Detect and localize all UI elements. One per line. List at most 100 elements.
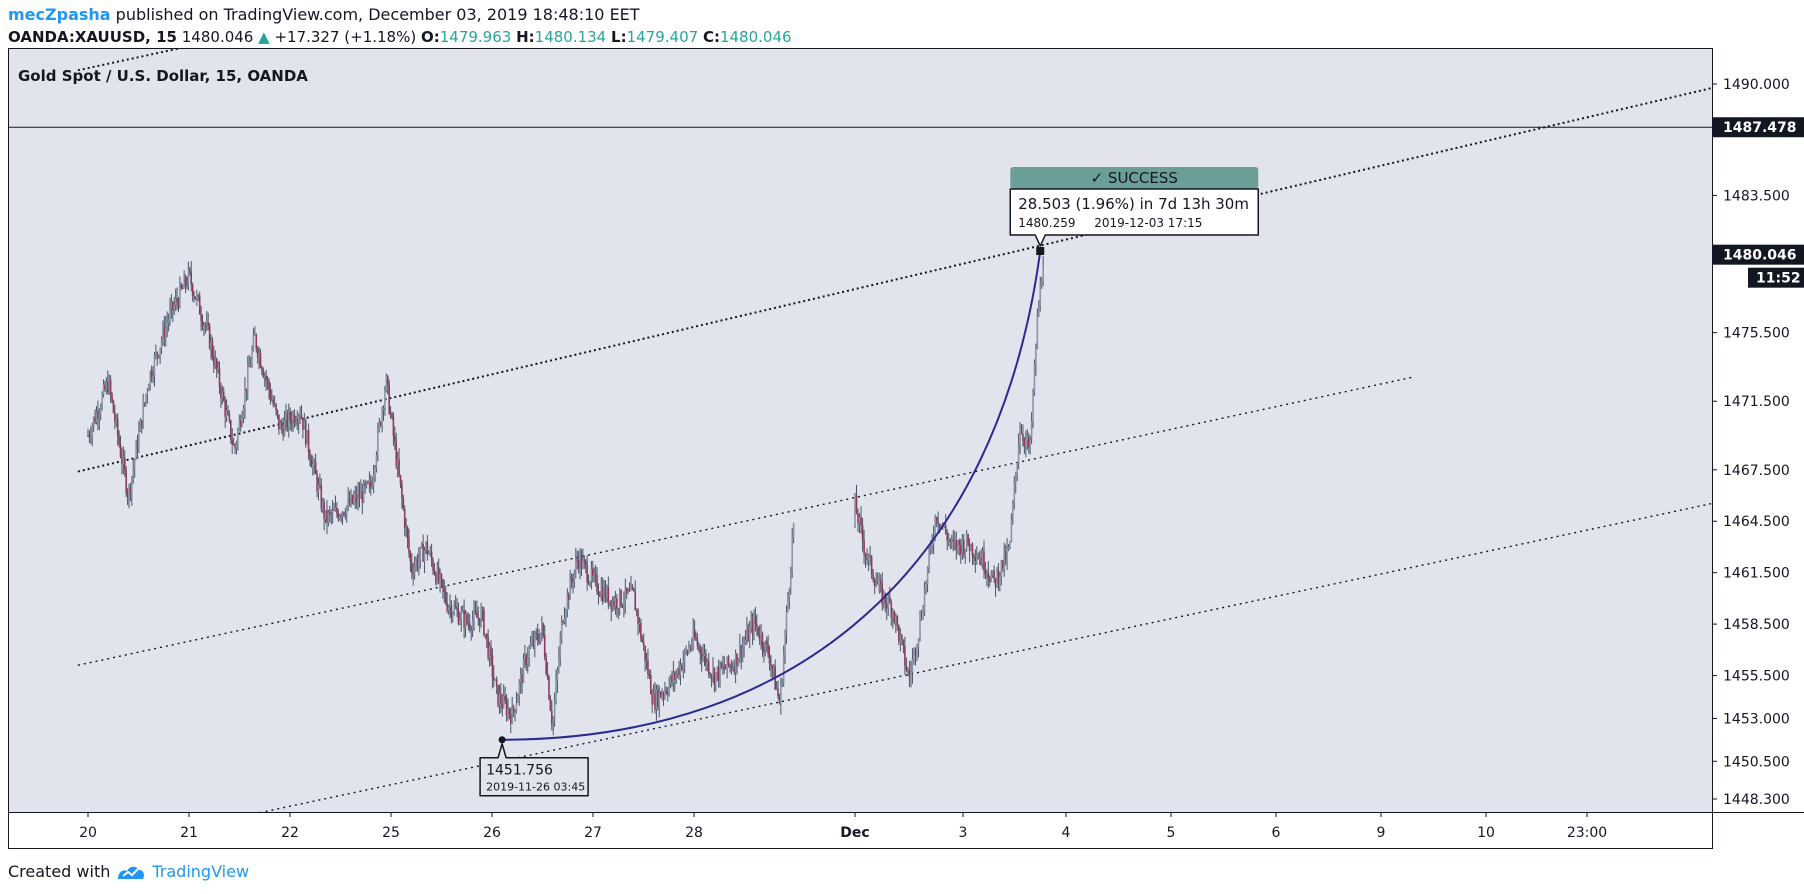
- candle-body: [355, 494, 358, 502]
- candle-body: [92, 417, 95, 427]
- candle-body: [562, 621, 564, 623]
- candle-body: [259, 353, 262, 368]
- candle-body: [450, 605, 453, 617]
- candle-body: [152, 375, 154, 378]
- candle-body: [439, 574, 441, 581]
- candle-body: [136, 443, 139, 451]
- candle-body: [401, 484, 403, 499]
- y-tick-label: 1455.500: [1723, 669, 1790, 685]
- candle-body: [943, 525, 946, 527]
- candle-body: [91, 426, 94, 437]
- candle-body: [405, 527, 407, 529]
- candle-body: [423, 550, 426, 562]
- candle-body: [493, 676, 495, 681]
- candle-body: [785, 611, 788, 634]
- y-axis[interactable]: 1490.000 1483.500 1475.500 1471.500 1467.500…: [1712, 77, 1804, 808]
- candle-body: [121, 456, 123, 465]
- candle-body: [427, 553, 430, 555]
- candle-body: [515, 702, 518, 712]
- candle-body: [947, 539, 950, 541]
- candle-body: [511, 706, 513, 724]
- candle-body: [245, 388, 248, 392]
- candle-body: [351, 495, 354, 503]
- channel-lines[interactable]: [77, 46, 1766, 812]
- candle-body: [419, 546, 422, 559]
- candle-body: [907, 670, 909, 672]
- candle-body: [235, 443, 238, 449]
- candle-body: [541, 623, 543, 633]
- candle-body: [689, 647, 692, 649]
- x-axis[interactable]: 20 21 22 25 26 27 28 Dec 3 4 5 6 9 10 23:00: [79, 812, 1607, 841]
- candle-body: [621, 605, 624, 607]
- candle-body: [987, 572, 990, 578]
- candle-body: [138, 431, 140, 451]
- candle-body: [420, 544, 423, 547]
- candle-body: [641, 638, 644, 642]
- candle-body: [522, 658, 525, 683]
- candle-body: [739, 645, 741, 660]
- candle-body: [696, 639, 699, 646]
- candle-body: [313, 461, 316, 464]
- candle-body: [119, 444, 122, 457]
- candle-body: [905, 665, 908, 671]
- candle-body: [333, 509, 335, 511]
- projection-arc[interactable]: [498, 247, 1045, 744]
- candle-body: [1036, 315, 1039, 348]
- candle-body: [971, 544, 974, 556]
- current-price-badge: [1713, 244, 1804, 265]
- candle-body: [181, 288, 184, 290]
- candle-body: [968, 544, 971, 552]
- channel-line-2: [77, 48, 186, 72]
- y-tick-label: 1471.500: [1723, 394, 1790, 410]
- candle-body: [143, 402, 146, 404]
- candle-body: [658, 691, 661, 707]
- candle-body: [501, 703, 504, 708]
- y-tick-label: 1461.500: [1723, 566, 1790, 582]
- candle-body: [370, 481, 372, 488]
- candle-body: [102, 384, 105, 395]
- tradingview-link[interactable]: TradingView: [152, 862, 250, 881]
- candle-body: [870, 556, 873, 575]
- candle-body: [213, 356, 215, 366]
- current-price-label: 1480.046: [1723, 248, 1797, 264]
- candle-body: [582, 559, 584, 569]
- candle-body: [957, 540, 959, 550]
- candle-body: [468, 623, 471, 629]
- candle-body: [974, 557, 977, 561]
- candle-body: [155, 352, 157, 357]
- candle-body: [1009, 540, 1011, 548]
- candle-body: [890, 602, 893, 618]
- candle-body: [614, 598, 617, 607]
- candle-body: [169, 308, 171, 320]
- candle-body: [661, 694, 663, 698]
- author-link[interactable]: mecZpasha: [8, 5, 111, 24]
- candle-body: [372, 474, 375, 486]
- candle-body: [328, 512, 331, 514]
- candle-body: [1017, 443, 1020, 463]
- candle-body: [637, 610, 639, 625]
- candle-body: [1029, 438, 1031, 448]
- candle-body: [461, 610, 464, 612]
- candle-body: [278, 414, 280, 430]
- candle-body: [567, 594, 570, 600]
- candle-body: [746, 628, 748, 640]
- candle-body: [173, 304, 176, 311]
- candle-body: [784, 633, 786, 655]
- candle-body: [753, 615, 755, 635]
- candle-body: [935, 517, 938, 522]
- candle-body: [953, 540, 956, 542]
- candle-body: [524, 655, 526, 659]
- candle-body: [579, 554, 581, 569]
- level-price-badge: [1713, 117, 1804, 138]
- candle-body: [286, 413, 289, 428]
- candle-body: [114, 412, 116, 422]
- candle-body: [699, 646, 702, 654]
- candle-body: [148, 385, 150, 392]
- candle-body: [764, 640, 767, 653]
- candle-body: [617, 608, 620, 610]
- candle-body: [780, 684, 782, 704]
- candle-body: [149, 371, 152, 386]
- plot-area[interactable]: [8, 48, 1804, 849]
- candle-body: [345, 506, 348, 516]
